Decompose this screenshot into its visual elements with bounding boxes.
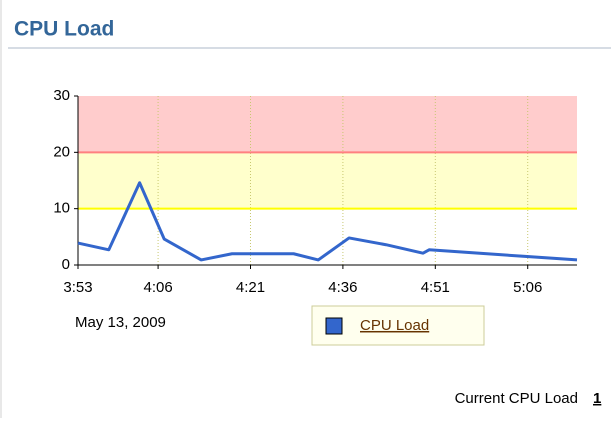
x-tick-label: 4:36 — [328, 279, 357, 296]
x-tick-label: 3:53 — [63, 279, 92, 296]
legend-link[interactable]: CPU Load — [360, 317, 429, 334]
x-tick-label: 4:06 — [143, 279, 172, 296]
x-tick-label: 5:06 — [513, 279, 542, 296]
series-line — [77, 181, 578, 262]
current-label: Current CPU Load — [455, 390, 578, 407]
y-tick-label: 10 — [53, 200, 70, 217]
y-tick-label: 20 — [53, 143, 70, 160]
date-label: May 13, 2009 — [75, 314, 166, 331]
y-tick-label: 30 — [53, 87, 70, 104]
panel-title: CPU Load — [14, 18, 114, 41]
plot: 0 10 20 30 3:53 4:06 4:21 4:36 4:51 5:06 — [53, 87, 578, 296]
warning-band — [78, 152, 577, 209]
critical-band — [78, 96, 577, 153]
x-tick-label: 4:51 — [421, 279, 450, 296]
current-value[interactable]: 1 — [593, 390, 601, 407]
x-tick-label: 4:21 — [236, 279, 265, 296]
legend-swatch — [325, 317, 343, 335]
y-tick-label: 0 — [62, 256, 70, 273]
